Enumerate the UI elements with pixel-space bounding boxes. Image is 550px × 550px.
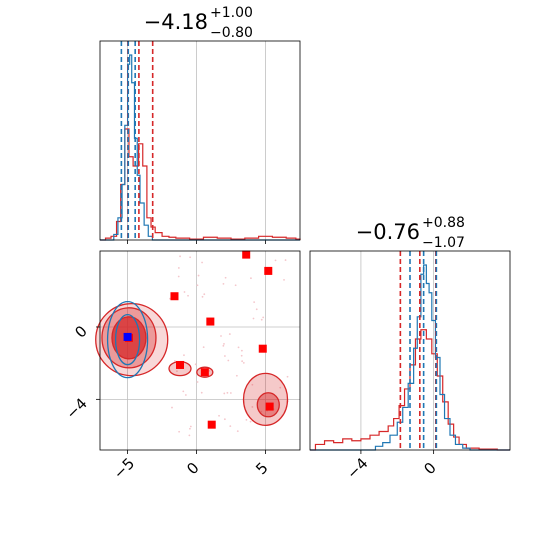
sample-point xyxy=(235,374,238,377)
sample-point xyxy=(196,284,199,287)
sample-point xyxy=(251,406,254,408)
sample-point xyxy=(283,278,285,281)
title-upper-error: +1.00 xyxy=(210,5,253,21)
sample-point xyxy=(223,343,225,345)
marker-red-square xyxy=(170,292,179,301)
sample-point xyxy=(183,354,185,357)
sample-point xyxy=(227,359,230,362)
panel-2d-contour: −4 0 −5 0 5 xyxy=(62,250,301,483)
marker-red-square xyxy=(200,368,209,377)
panel-hist-param1: −4.18 +1.00 −0.80 xyxy=(99,5,301,244)
sample-point xyxy=(234,284,237,287)
marker-red-square xyxy=(258,344,267,353)
sample-point xyxy=(260,318,263,321)
sample-point xyxy=(203,293,206,296)
contour-blue-inner xyxy=(114,313,141,366)
sample-point xyxy=(284,259,287,261)
marker-red-square xyxy=(207,420,216,429)
sample-point xyxy=(179,255,181,258)
sample-point xyxy=(171,406,173,409)
sample-point xyxy=(242,361,245,364)
marker-red-square xyxy=(265,402,274,411)
x-tick-label: −4 xyxy=(343,454,371,482)
marker-red-square xyxy=(264,266,273,275)
sample-point xyxy=(177,267,180,269)
marker-red-square xyxy=(206,317,215,326)
title-lower-error: −1.07 xyxy=(422,235,465,251)
sample-point xyxy=(252,317,255,320)
sample-point xyxy=(173,360,176,362)
sample-point xyxy=(183,291,186,293)
hist-red-series xyxy=(310,329,510,451)
sample-point xyxy=(201,295,204,298)
marker-red-square xyxy=(176,360,184,369)
sample-point xyxy=(223,392,226,395)
sample-point xyxy=(202,346,205,349)
contour-blue-outer xyxy=(106,300,149,379)
sample-point xyxy=(229,425,232,428)
sample-point xyxy=(253,301,256,304)
y-tick-label: 0 xyxy=(71,322,90,341)
marker-red-square xyxy=(242,250,251,259)
hist-blue-series xyxy=(310,264,510,451)
sample-point xyxy=(194,363,197,366)
sample-point xyxy=(255,308,258,311)
sample-point xyxy=(237,346,240,349)
x-tick-label: 0 xyxy=(420,459,439,478)
sample-point xyxy=(274,259,277,262)
title-param1: −4.18 +1.00 −0.80 xyxy=(144,5,253,41)
sample-point xyxy=(240,354,243,357)
sample-point xyxy=(226,391,229,394)
marker-blue-square xyxy=(123,332,132,341)
x-tick-label: 0 xyxy=(183,459,202,478)
title-param2: −0.76 +0.88 −1.07 xyxy=(356,215,465,251)
title-lower-error: −0.80 xyxy=(210,25,253,41)
sample-point xyxy=(169,297,171,300)
title-value: −0.76 xyxy=(356,220,420,244)
hist-blue-series xyxy=(100,54,300,241)
sample-point xyxy=(224,276,227,279)
sample-point xyxy=(251,383,254,386)
sample-point xyxy=(187,294,189,297)
sample-point xyxy=(197,274,200,277)
sample-point xyxy=(200,391,203,394)
sample-point xyxy=(220,335,222,337)
title-upper-error: +0.88 xyxy=(422,215,465,231)
hist-red-series xyxy=(100,128,301,241)
x-tick-label: −5 xyxy=(110,454,138,482)
sample-point xyxy=(241,360,244,363)
panel-hist-param2: −0.76 +0.88 −1.07 −4 0 xyxy=(309,215,511,483)
sample-point xyxy=(223,418,226,421)
title-value: −4.18 xyxy=(144,10,208,34)
sample-point xyxy=(178,430,181,433)
x-tick-label: 5 xyxy=(252,459,271,478)
sample-point xyxy=(201,261,203,264)
sample-point xyxy=(245,419,248,421)
sample-point xyxy=(240,349,243,352)
sample-point xyxy=(249,420,252,423)
sample-point xyxy=(224,355,226,357)
sample-point xyxy=(262,316,265,319)
sample-point xyxy=(184,394,187,396)
sample-point xyxy=(279,386,282,389)
sample-point xyxy=(236,430,239,433)
sample-point xyxy=(188,434,191,437)
sample-point xyxy=(260,410,263,413)
y-tick-label: −4 xyxy=(62,394,90,422)
sample-point xyxy=(286,375,289,378)
sample-point xyxy=(177,275,180,278)
sample-point xyxy=(222,344,225,347)
sample-point xyxy=(189,425,192,428)
sample-point xyxy=(196,381,199,383)
sample-point xyxy=(229,392,232,394)
sample-point xyxy=(222,282,225,285)
sample-point xyxy=(182,390,185,393)
sample-point xyxy=(176,370,178,373)
sample-point xyxy=(228,333,231,335)
sample-point xyxy=(218,414,220,417)
sample-point xyxy=(250,277,252,280)
sample-point xyxy=(189,256,192,259)
sample-point xyxy=(189,427,191,430)
